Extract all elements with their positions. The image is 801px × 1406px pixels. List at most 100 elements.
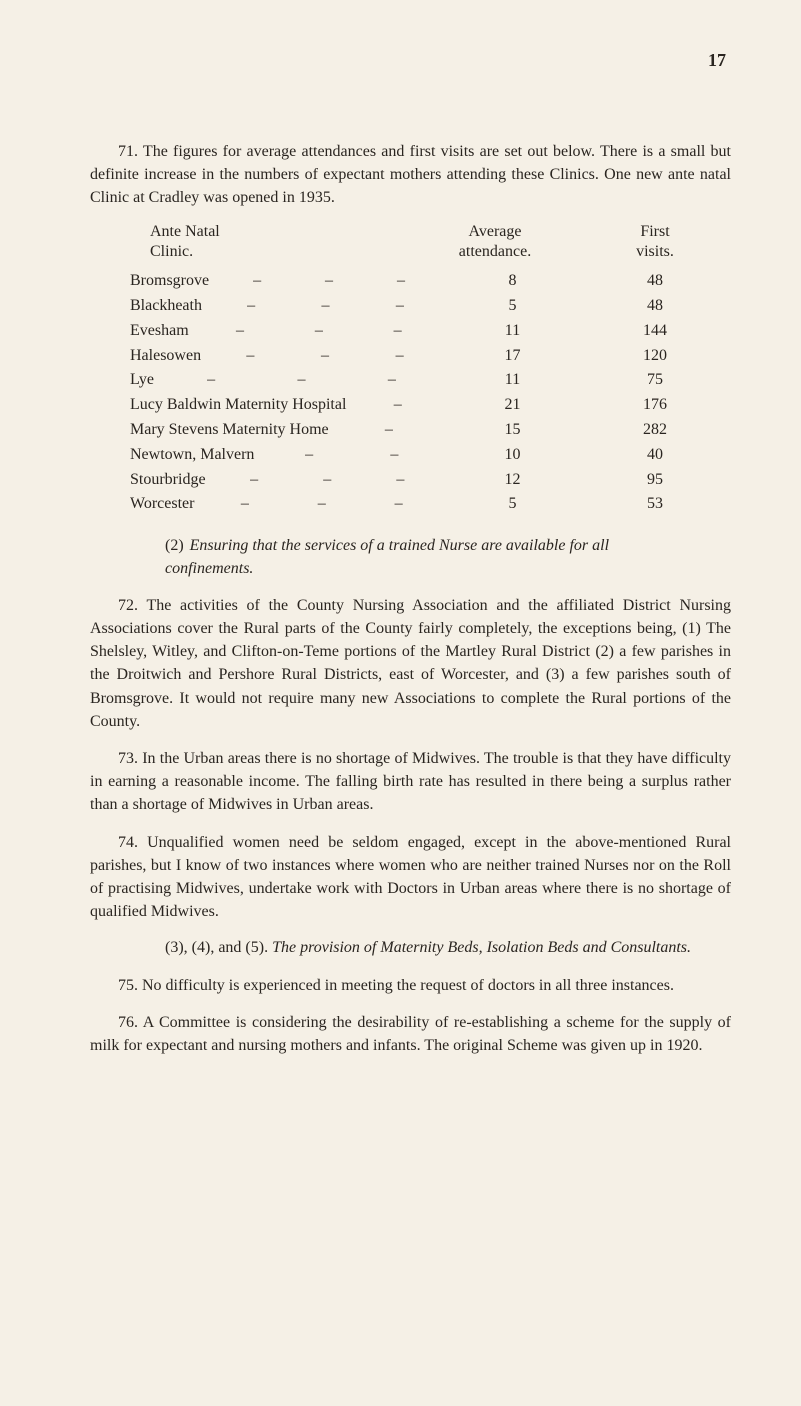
header-clinic-line1: Ante Natal xyxy=(150,223,220,240)
table-row: Halesowen – – – 17120 xyxy=(90,344,731,369)
dash-icon: – xyxy=(207,368,215,393)
dash-icon: – xyxy=(305,443,313,468)
table-row: Bromsgrove – – – 848 xyxy=(90,269,731,294)
subsection-2-text: Ensuring that the services of a trained … xyxy=(165,537,609,576)
clinic-name: Halesowen xyxy=(130,344,213,369)
dash-icon: – xyxy=(323,468,331,493)
dash-fill: – xyxy=(358,393,445,418)
avg-value: 11 xyxy=(445,319,580,344)
first-value: 48 xyxy=(580,269,730,294)
avg-value: 5 xyxy=(445,492,580,517)
dash-icon: – xyxy=(236,319,244,344)
first-value: 120 xyxy=(580,344,730,369)
dash-fill: ––– xyxy=(201,319,445,344)
paragraph-72: 72. The activities of the County Nursing… xyxy=(90,594,731,733)
first-value: 95 xyxy=(580,468,730,493)
table-row: Mary Stevens Maternity Home–15282 xyxy=(90,418,731,443)
page-content: 71. The figures for average attendances … xyxy=(90,140,731,1057)
dash-icon: – xyxy=(321,294,329,319)
avg-value: 12 xyxy=(445,468,580,493)
dash-icon: – xyxy=(394,319,402,344)
subsection-345-nums: (3), (4), and (5). xyxy=(165,939,268,956)
dash-icon: – xyxy=(247,294,255,319)
subsection-2: (2)Ensuring that the services of a train… xyxy=(90,535,731,580)
clinic-cell: Mary Stevens Maternity Home– xyxy=(90,418,445,443)
header-first: First visits. xyxy=(580,222,730,264)
dash-icon: – xyxy=(396,468,404,493)
table-row: Lye – – – 1175 xyxy=(90,368,731,393)
clinic-name: Newtown, Malvern xyxy=(130,443,266,468)
dash-fill: ––– xyxy=(213,344,445,369)
table-row: Newtown, Malvern––1040 xyxy=(90,443,731,468)
clinic-name: Bromsgrove xyxy=(130,269,221,294)
header-avg-line2: attendance. xyxy=(459,243,531,260)
dash-fill: ––– xyxy=(218,468,445,493)
dash-icon: – xyxy=(390,443,398,468)
clinic-name: Stourbridge xyxy=(130,468,218,493)
clinic-name: Evesham xyxy=(130,319,201,344)
subsection-2-num: (2) xyxy=(165,537,184,554)
dash-icon: – xyxy=(297,368,305,393)
dash-fill: –– xyxy=(266,443,445,468)
dash-fill: ––– xyxy=(214,294,445,319)
dash-icon: – xyxy=(388,368,396,393)
subsection-345: (3), (4), and (5). The provision of Mate… xyxy=(90,937,731,959)
avg-value: 15 xyxy=(445,418,580,443)
avg-value: 11 xyxy=(445,368,580,393)
paragraph-76: 76. A Committee is considering the desir… xyxy=(90,1011,731,1057)
dash-icon: – xyxy=(241,492,249,517)
dash-icon: – xyxy=(394,393,402,418)
clinic-cell: Stourbridge – – – xyxy=(90,468,445,493)
attendance-table: Ante Natal Clinic. Average attendance. F… xyxy=(90,222,731,518)
clinic-name: Worcester xyxy=(130,492,206,517)
dash-icon: – xyxy=(395,492,403,517)
header-clinic: Ante Natal Clinic. xyxy=(90,222,410,264)
dash-icon: – xyxy=(246,344,254,369)
clinic-cell: Lye – – – xyxy=(90,368,445,393)
avg-value: 5 xyxy=(445,294,580,319)
first-value: 40 xyxy=(580,443,730,468)
table-row: Lucy Baldwin Maternity Hospital–21176 xyxy=(90,393,731,418)
page-number: 17 xyxy=(708,50,726,71)
clinic-name: Lucy Baldwin Maternity Hospital xyxy=(130,393,358,418)
clinic-cell: Blackheath––– xyxy=(90,294,445,319)
table-body: Bromsgrove–––848Blackheath–––548Evesham–… xyxy=(90,269,731,517)
clinic-cell: Lucy Baldwin Maternity Hospital – xyxy=(90,393,445,418)
avg-value: 21 xyxy=(445,393,580,418)
first-value: 75 xyxy=(580,368,730,393)
clinic-name: Blackheath xyxy=(130,294,214,319)
avg-value: 8 xyxy=(445,269,580,294)
clinic-cell: Bromsgrove – – – xyxy=(90,269,445,294)
clinic-name: Mary Stevens Maternity Home xyxy=(130,418,341,443)
table-row: Stourbridge – – – 1295 xyxy=(90,468,731,493)
paragraph-75: 75. No difficulty is experienced in meet… xyxy=(90,974,731,997)
subsection-345-text: The provision of Maternity Beds, Isolati… xyxy=(272,939,691,956)
table-row: Evesham–––11144 xyxy=(90,319,731,344)
avg-value: 10 xyxy=(445,443,580,468)
clinic-name: Lye xyxy=(130,368,166,393)
first-value: 282 xyxy=(580,418,730,443)
paragraph-73: 73. In the Urban areas there is no short… xyxy=(90,747,731,817)
header-avg-line1: Average xyxy=(469,223,522,240)
avg-value: 17 xyxy=(445,344,580,369)
table-row: Worcester–––553 xyxy=(90,492,731,517)
clinic-cell: Halesowen – – – xyxy=(90,344,445,369)
dash-icon: – xyxy=(250,468,258,493)
first-value: 48 xyxy=(580,294,730,319)
header-clinic-line2: Clinic. xyxy=(150,243,193,260)
header-average: Average attendance. xyxy=(410,222,580,264)
paragraph-71: 71. The figures for average attendances … xyxy=(90,140,731,210)
dash-icon: – xyxy=(325,269,333,294)
clinic-cell: Newtown, Malvern–– xyxy=(90,443,445,468)
dash-icon: – xyxy=(315,319,323,344)
dash-icon: – xyxy=(321,344,329,369)
clinic-cell: Evesham – – – xyxy=(90,319,445,344)
first-value: 53 xyxy=(580,492,730,517)
dash-fill: – xyxy=(341,418,445,443)
dash-icon: – xyxy=(397,269,405,294)
dash-fill: ––– xyxy=(206,492,445,517)
dash-icon: – xyxy=(253,269,261,294)
dash-icon: – xyxy=(396,344,404,369)
dash-fill: ––– xyxy=(166,368,445,393)
header-first-line1: First xyxy=(640,223,669,240)
